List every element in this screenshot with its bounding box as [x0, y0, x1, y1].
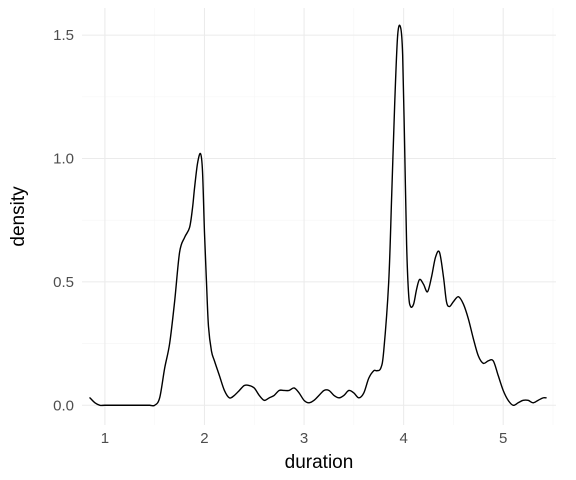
y-tick-label: 0.0 [53, 397, 74, 414]
plot-area [89, 24, 547, 407]
y-tick-label: 1.0 [53, 151, 74, 168]
density-curve [89, 24, 547, 407]
x-tick-label: 3 [300, 430, 308, 447]
x-tick-label: 2 [200, 430, 208, 447]
x-tick-label: 1 [101, 430, 109, 447]
x-axis-ticks: 1 2 3 4 5 [101, 430, 508, 447]
y-tick-label: 0.5 [53, 274, 74, 291]
y-axis-title: density [8, 186, 29, 247]
y-tick-label: 1.5 [53, 27, 74, 44]
x-axis-title: duration [285, 452, 354, 473]
y-axis-ticks: 0.0 0.5 1.0 1.5 [53, 27, 74, 414]
x-tick-label: 4 [399, 430, 407, 447]
x-tick-label: 5 [499, 430, 507, 447]
